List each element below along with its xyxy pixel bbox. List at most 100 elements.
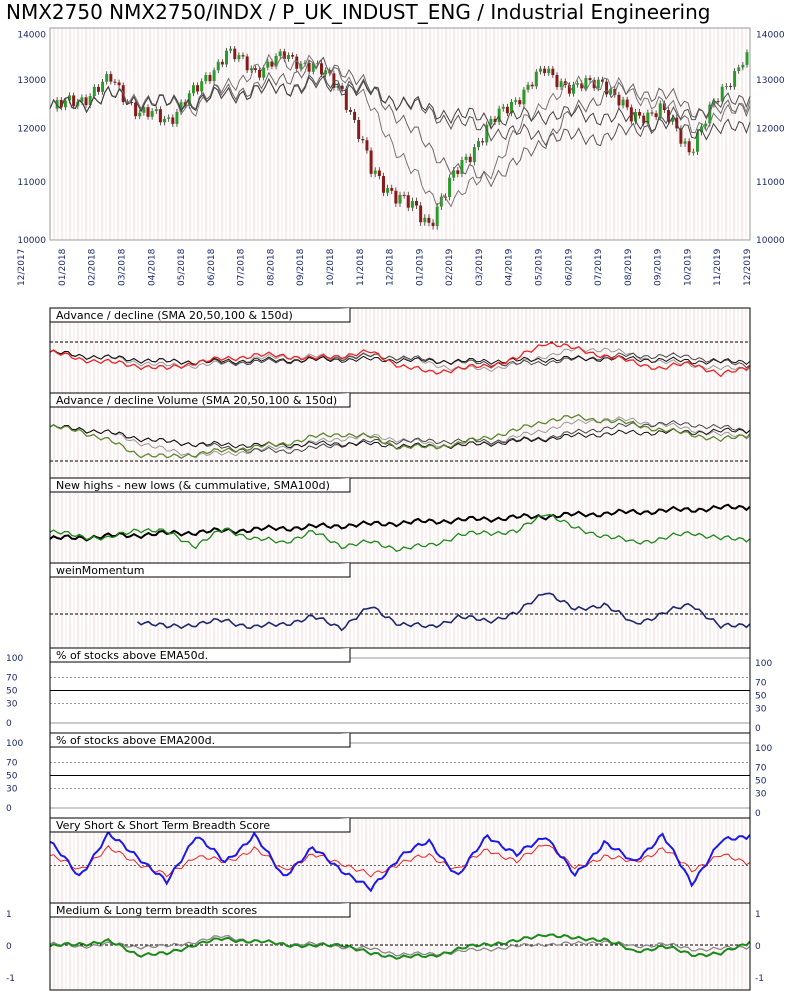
candle-body [348, 109, 352, 112]
candle-body [398, 194, 402, 204]
candle-body [179, 102, 183, 113]
candle-body [369, 150, 373, 174]
candle-body [584, 77, 588, 89]
candle-body [609, 89, 613, 95]
candle-body [621, 99, 625, 106]
candle-body [68, 95, 72, 101]
candle-body [196, 85, 200, 92]
pct-above-ema50-panel-y-tick-right: 70 [755, 679, 767, 689]
candle-body [745, 52, 749, 65]
candle-body [241, 55, 245, 57]
candle-body [448, 177, 452, 198]
candle-body [650, 112, 654, 114]
y-tick-left: 12000 [17, 125, 46, 135]
candle-body [291, 55, 295, 57]
x-tick-label: 08/2018 [266, 248, 276, 286]
candle-body [320, 63, 324, 75]
candle-body [691, 151, 695, 153]
candle-body [96, 86, 100, 92]
candle-body [92, 86, 96, 97]
price-panel-frame [49, 27, 751, 241]
candle-body [567, 85, 571, 94]
chart-title: NMX2750 NMX2750/INDX / P_UK_INDUST_ENG /… [6, 0, 711, 24]
candle-body [353, 111, 357, 120]
candle-body [311, 63, 315, 72]
price-sma-line-1 [49, 53, 751, 208]
pct-above-ema200-panel-title: % of stocks above EMA200d. [56, 734, 215, 747]
wein-momentum-panel-title: weinMomentum [56, 564, 144, 577]
candle-body [361, 138, 365, 141]
candle-body [150, 111, 154, 117]
candle-body [109, 74, 113, 82]
candle-body [654, 113, 658, 118]
candle-body [80, 97, 84, 102]
candle-body [59, 99, 63, 108]
pct-above-ema50-panel-y-tick-right: 30 [755, 705, 767, 715]
candle-body [233, 48, 237, 60]
candle-body [522, 89, 526, 105]
candle-body [505, 106, 509, 114]
candle-body [315, 63, 319, 65]
pct-above-ema50-panel-y-tick-right: 100 [755, 659, 772, 669]
candle-body [270, 61, 274, 67]
candle-body [712, 101, 716, 105]
candle-body [646, 112, 650, 124]
candle-body [559, 81, 563, 88]
ad-volume-panel-sma-20 [49, 416, 751, 459]
candle-body [555, 74, 559, 88]
medium-long-y-tick-left: -1 [6, 974, 15, 984]
x-tick-label: 12/2017 [17, 249, 27, 286]
candle-body [167, 117, 171, 119]
candle-body [464, 156, 468, 160]
ad-volume-panel-title-bg [51, 394, 349, 406]
candle-body [493, 118, 497, 123]
candle-body [679, 128, 683, 144]
candle-body [229, 48, 233, 51]
candle-body [55, 99, 59, 109]
candle-body [344, 89, 348, 110]
new-highs-lows-panel-title: New highs - new lows (& cummulative, SMA… [56, 479, 330, 492]
medium-long-panel-frame [49, 902, 751, 991]
candle-body [741, 64, 745, 68]
x-tick-label: 08/2019 [624, 248, 634, 286]
candle-body [485, 124, 489, 143]
new-highs-lows-panel-series-line [49, 513, 751, 553]
candle-body [249, 68, 253, 71]
candle-body [365, 140, 369, 151]
x-tick-label: 04/2019 [505, 248, 515, 286]
candle-body [266, 61, 270, 68]
candle-body [526, 84, 530, 90]
candle-body [501, 106, 505, 109]
x-tick-label: 09/2018 [296, 248, 306, 286]
ad-volume-panel-sma-100 [49, 424, 751, 450]
x-tick-label: 04/2018 [147, 248, 157, 286]
pct-above-ema200-panel-y-tick-right: 70 [755, 764, 767, 774]
pct-above-ema50-panel-title: % of stocks above EMA50d. [56, 649, 208, 662]
candle-body [72, 95, 76, 107]
pct-above-ema50-panel-y-tick-right: 50 [755, 692, 767, 702]
candle-body [134, 102, 138, 117]
medium-long-panel-title-bg [51, 904, 349, 916]
y-tick-left: 13000 [17, 76, 46, 86]
candle-body [518, 100, 522, 105]
candle-body [163, 118, 167, 123]
advance-decline-panel-title: Advance / decline (SMA 20,50,100 & 150d) [56, 309, 293, 322]
pct-above-ema50-panel-y-tick-left: 50 [6, 687, 18, 697]
candle-body [489, 118, 493, 125]
candle-body [324, 70, 328, 75]
candle-body [295, 56, 299, 69]
candle-body [282, 51, 286, 60]
x-tick-label: 09/2019 [654, 248, 664, 286]
pct-above-ema50-panel-title-bg [51, 649, 349, 661]
pct-above-ema50-panel-y-tick-left: 0 [6, 719, 12, 729]
pct-above-ema200-panel-y-tick-right: 0 [755, 809, 761, 819]
advance-decline-panel-title-bg [51, 309, 349, 321]
candle-body [171, 117, 175, 124]
y-tick-left: 14000 [17, 31, 46, 41]
pct-above-ema200-panel-y-tick-right: 30 [755, 790, 767, 800]
candle-body [683, 141, 687, 144]
candle-body [386, 188, 390, 193]
candle-body [419, 205, 423, 223]
candle-body [708, 104, 712, 124]
